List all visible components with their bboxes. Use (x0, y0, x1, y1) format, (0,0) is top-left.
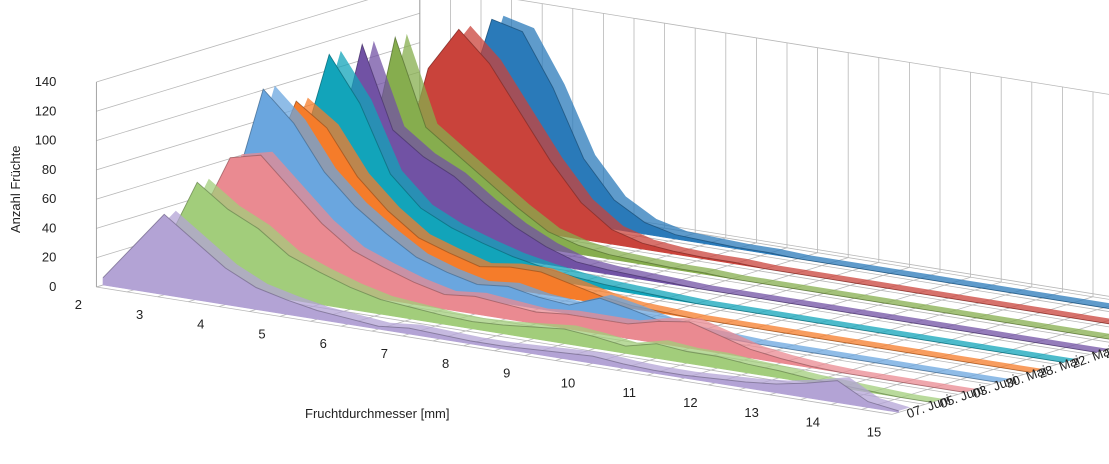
y-tick-label: 120 (35, 103, 57, 118)
series-line (201, 88, 998, 383)
series-16-mai (366, 25, 1109, 325)
series-top-face (301, 40, 1109, 353)
series-line (333, 35, 1109, 340)
y-tick-label: 20 (42, 250, 56, 265)
series-line (366, 28, 1109, 325)
series-area (102, 213, 899, 413)
x-tick-label: 8 (442, 356, 449, 371)
x-tick-label: 10 (561, 375, 575, 390)
x-tick-label: 13 (744, 405, 758, 420)
series-line (102, 213, 899, 412)
series-area (267, 53, 1064, 363)
x-tick-label: 15 (867, 424, 881, 439)
y-tick-label: 60 (42, 191, 56, 206)
series-top-face (103, 210, 911, 411)
y-tick-label: 0 (49, 279, 56, 294)
x-tick-label: 6 (320, 336, 327, 351)
y-tick-label: 40 (42, 220, 56, 235)
series-area (300, 43, 1097, 353)
y-tick-label: 140 (35, 74, 57, 89)
side-wall-gridline (96, 0, 369, 83)
series-area (333, 36, 1109, 340)
floor-gridline (891, 348, 1109, 415)
x-tick-label: 12 (683, 395, 697, 410)
series-top-face (334, 33, 1109, 340)
x-tick-label: 7 (381, 346, 388, 361)
y-axis-title: Anzahl Früchte (8, 146, 23, 233)
x-tick-label: 5 (258, 326, 265, 341)
x-axis-title: Fruchtdurchmesser [mm] (305, 406, 449, 421)
series-line (300, 42, 1097, 353)
series-line (267, 53, 1064, 363)
x-tick-label: 2 (75, 297, 82, 312)
series-18-mai (333, 33, 1109, 340)
series-top-face (268, 50, 1076, 363)
series-line (135, 181, 932, 403)
floor-gridline (861, 334, 1109, 410)
x-tick-label: 3 (136, 307, 143, 322)
series-20-mai (300, 40, 1109, 353)
depth-tick-label: 20. Mai (1102, 333, 1109, 362)
x-tick-label: 14 (806, 415, 820, 430)
floor-gridline (96, 286, 893, 415)
series-area (366, 28, 1109, 325)
x-tick-label: 11 (622, 385, 636, 400)
x-tick-label: 9 (503, 366, 510, 381)
series-30-mai (201, 85, 1010, 383)
y-tick-label: 100 (35, 133, 57, 148)
y-tick-label: 80 (42, 162, 56, 177)
side-wall-gridline (96, 12, 420, 112)
series-line (168, 154, 965, 393)
series-area (201, 88, 998, 383)
back-wall-edge (517, 0, 1109, 95)
series-line (399, 18, 1109, 310)
x-tick-label: 4 (197, 317, 204, 332)
series-layer (102, 15, 1109, 413)
series-07-juni (102, 210, 911, 413)
series-22-mai (267, 50, 1076, 363)
